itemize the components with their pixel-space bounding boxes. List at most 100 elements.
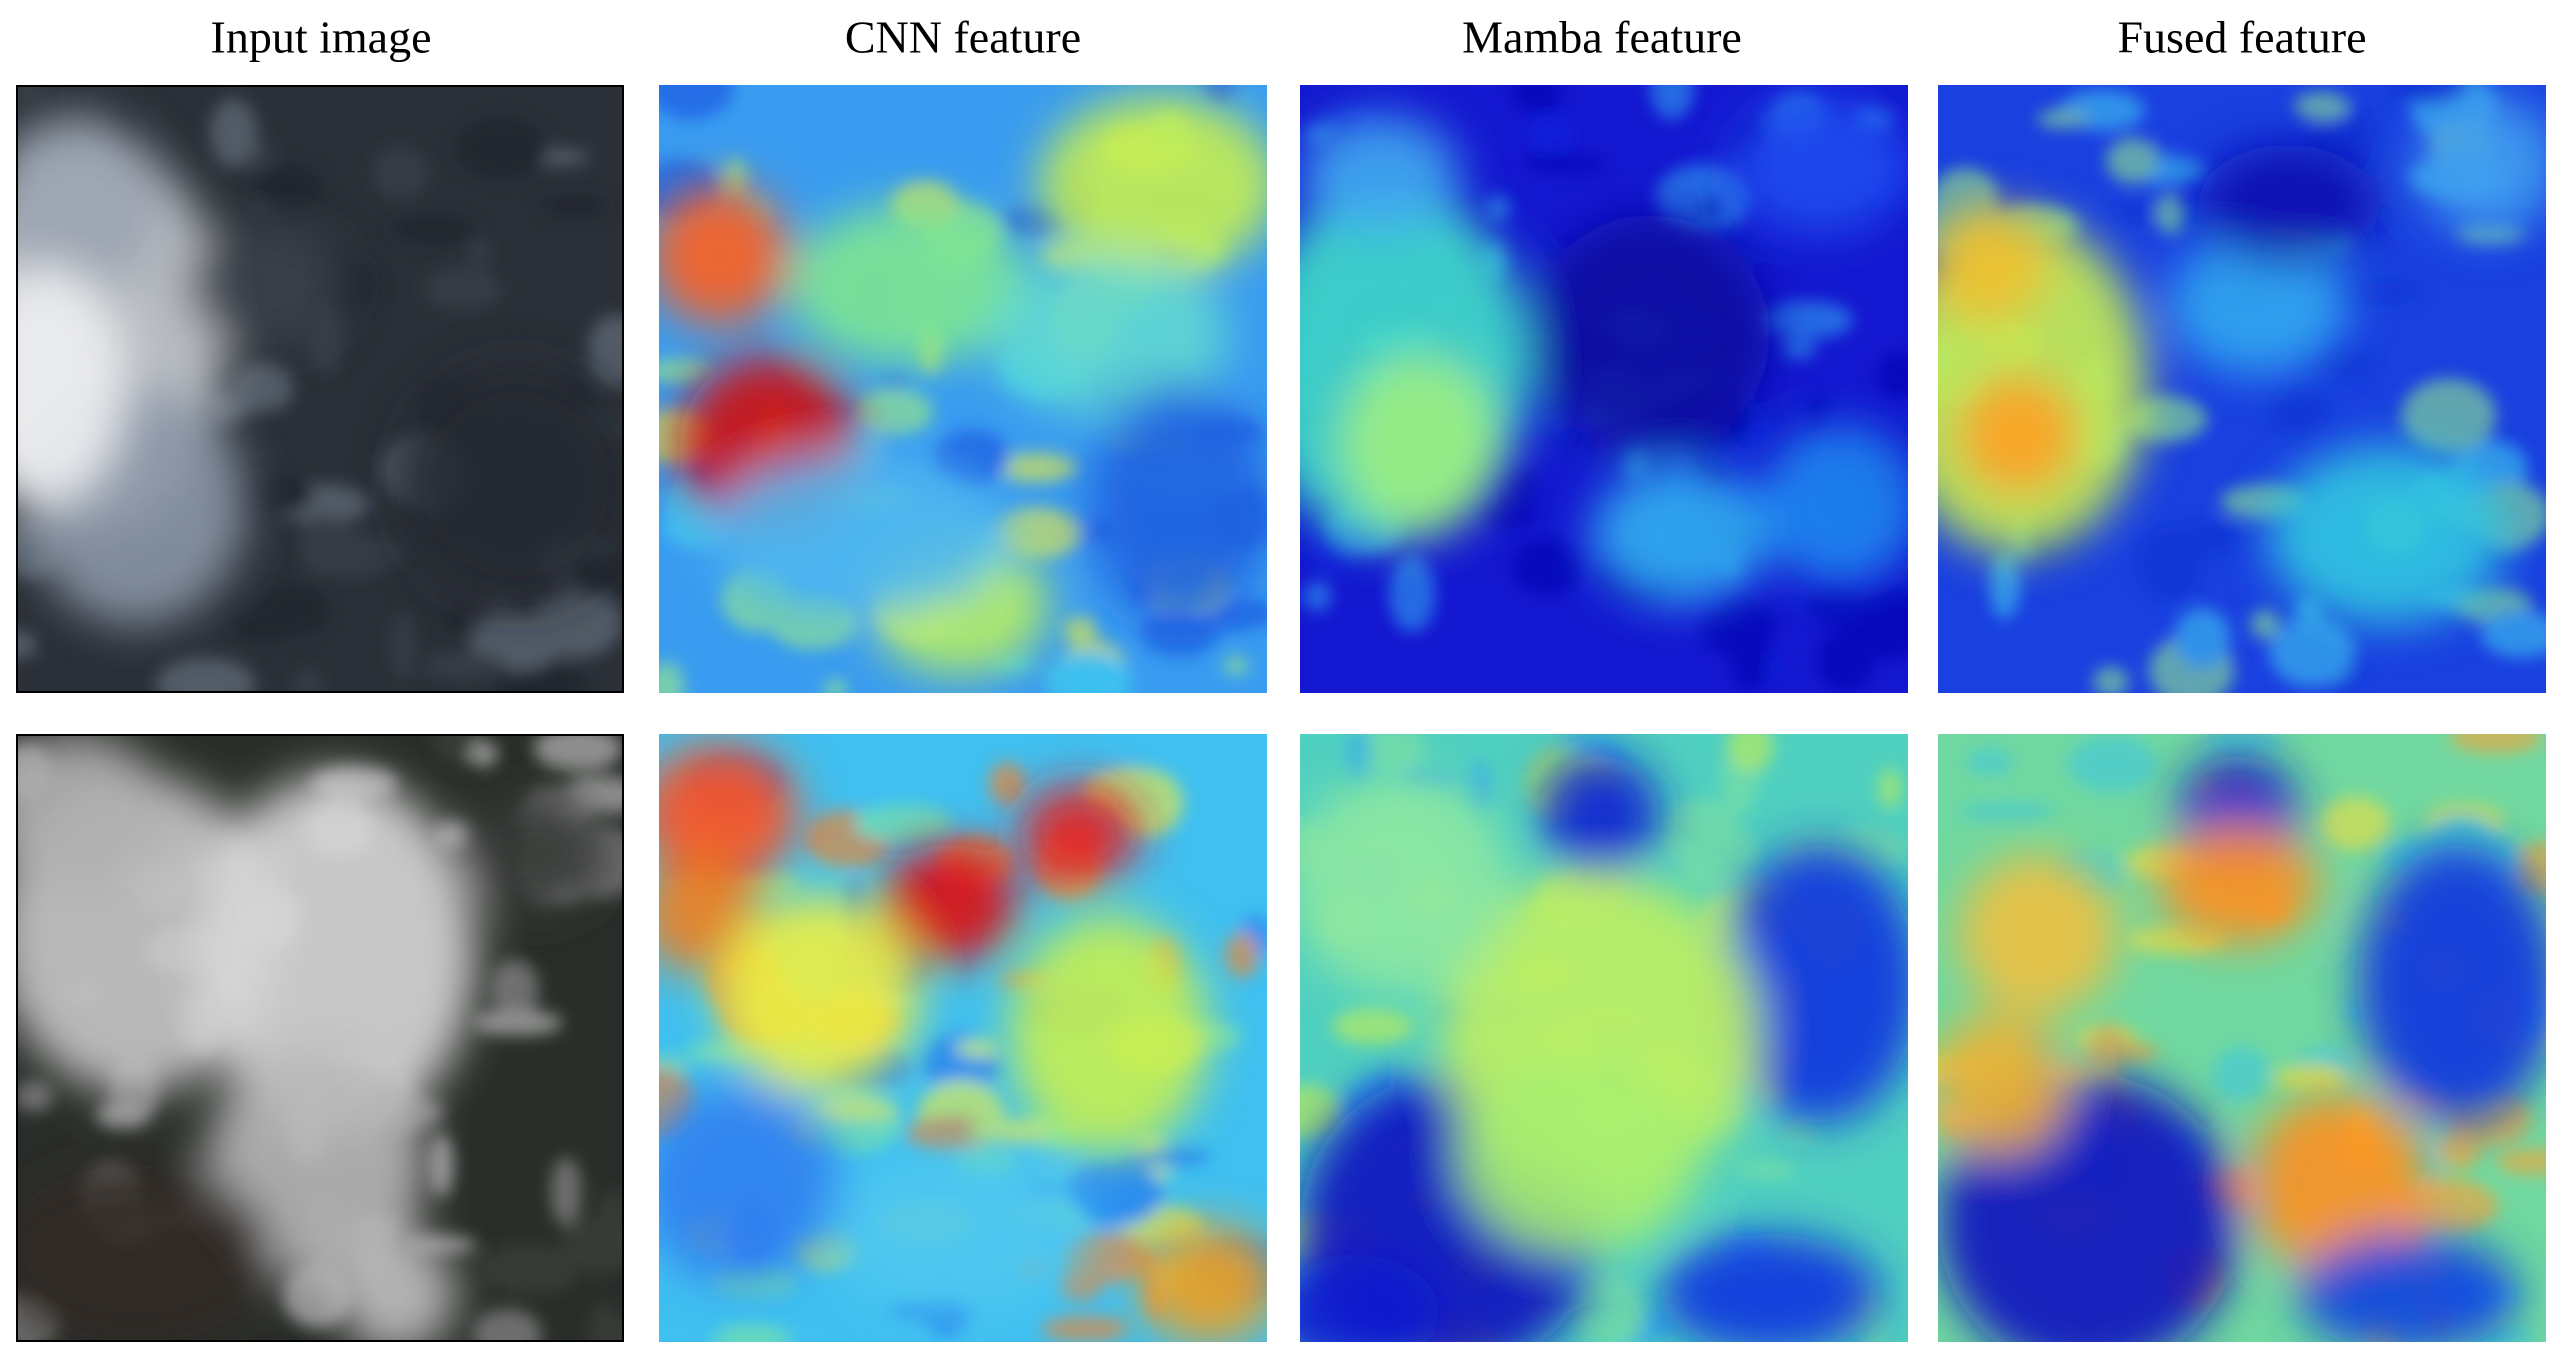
texture-blob xyxy=(2294,91,2348,121)
panel-regions xyxy=(659,95,1267,675)
region-blob xyxy=(396,365,624,605)
texture-blob xyxy=(1989,548,2021,620)
texture-blob xyxy=(482,1244,577,1281)
region-blob xyxy=(1340,355,1500,535)
texture-blob xyxy=(561,1217,624,1274)
region-blob xyxy=(989,255,1229,415)
texture-blob xyxy=(1807,393,1829,431)
texture-blob xyxy=(2496,1148,2546,1175)
texture-blob xyxy=(423,651,507,680)
texture-blob xyxy=(2273,1065,2347,1091)
region-blob xyxy=(2268,445,2508,625)
texture-blob xyxy=(1845,587,1908,661)
texture-blob xyxy=(1332,1007,1414,1046)
region-blob xyxy=(16,1164,276,1342)
region-blob xyxy=(2248,1094,2428,1274)
texture-blob xyxy=(429,1133,454,1197)
texture-blob xyxy=(1300,1084,1342,1140)
texture-blob xyxy=(1224,931,1260,979)
texture-blob xyxy=(1727,734,1774,773)
feature-map xyxy=(659,734,1267,1342)
texture-blob xyxy=(589,1302,619,1342)
region-blob xyxy=(1938,205,2048,325)
texture-blob xyxy=(1345,734,1372,787)
feature-map xyxy=(1938,734,2546,1342)
texture-blob xyxy=(2390,85,2470,106)
texture-blob xyxy=(1700,197,1722,217)
texture-blob xyxy=(659,85,735,121)
panel-regions xyxy=(1300,754,1908,1342)
texture-blob xyxy=(2480,610,2546,658)
texture-blob xyxy=(1359,734,1427,769)
texture-blob xyxy=(1065,1159,1165,1227)
region-blob xyxy=(2418,95,2546,235)
texture-blob xyxy=(2156,192,2186,235)
texture-blob xyxy=(533,734,623,772)
region-blob xyxy=(1730,95,1908,235)
texture-blob xyxy=(1510,537,1583,595)
panel-content xyxy=(1300,85,1908,693)
texture-blob xyxy=(2067,734,2157,793)
column-title: CNN feature xyxy=(845,12,1081,63)
texture-blob xyxy=(2249,609,2281,640)
texture-blob xyxy=(1510,85,1563,113)
input-image xyxy=(16,85,624,693)
region-blob xyxy=(1009,914,1209,1154)
texture-blob xyxy=(1729,617,1770,692)
texture-blob xyxy=(587,314,624,389)
texture-blob xyxy=(1655,163,1753,233)
region-blob xyxy=(1139,1224,1267,1342)
region-blob xyxy=(1300,115,1460,235)
region-blob xyxy=(1720,844,1908,1124)
texture-blob xyxy=(855,804,953,844)
panel-regions xyxy=(659,744,1267,1342)
feature-map xyxy=(1300,85,1908,693)
texture-blob xyxy=(819,1100,900,1121)
texture-blob xyxy=(2335,283,2424,301)
feature-map xyxy=(1938,85,2546,693)
texture-blob xyxy=(1203,85,1235,106)
region-blob xyxy=(1938,1014,2068,1154)
region-blob xyxy=(196,774,476,1134)
panel-regions xyxy=(16,734,606,1342)
panel-content xyxy=(659,734,1267,1342)
region-blob xyxy=(2198,145,2378,265)
panel-regions xyxy=(1300,95,1908,605)
texture-blob xyxy=(468,237,490,268)
region-blob xyxy=(2358,844,2546,1124)
region-blob xyxy=(719,894,919,1094)
region-blob xyxy=(1660,1234,1880,1342)
panel-border xyxy=(16,734,624,1342)
texture-blob xyxy=(2201,734,2285,751)
panel-content xyxy=(1938,734,2546,1342)
texture-blob xyxy=(1569,1275,1647,1342)
region-blob xyxy=(336,1234,456,1342)
panel-regions xyxy=(16,115,624,625)
texture-blob xyxy=(1063,616,1098,646)
texture-blob xyxy=(2400,378,2497,453)
region-blob xyxy=(659,185,789,325)
input-image xyxy=(16,734,624,1342)
texture-blob xyxy=(992,507,1085,559)
panel-content xyxy=(1300,734,1908,1342)
feature-map xyxy=(659,85,1267,693)
texture-blob xyxy=(423,268,502,310)
texture-blob xyxy=(229,605,295,643)
texture-blob xyxy=(372,146,429,199)
region-blob xyxy=(16,115,166,295)
texture-blob xyxy=(1779,339,1817,360)
panel-regions xyxy=(1938,754,2546,1342)
texture-blob xyxy=(968,1118,1051,1145)
texture-blob xyxy=(2037,108,2089,129)
texture-blob xyxy=(1737,1159,1796,1179)
texture-blob xyxy=(432,734,480,766)
region-blob xyxy=(659,1084,839,1284)
region-blob xyxy=(2168,235,2348,375)
texture-blob xyxy=(1958,802,2056,821)
region-blob xyxy=(1530,215,1770,455)
column-title: Mamba feature xyxy=(1462,12,1742,63)
texture-blob xyxy=(955,1039,999,1058)
texture-blob xyxy=(209,98,258,168)
texture-blob xyxy=(454,116,549,181)
texture-blob xyxy=(96,1101,151,1129)
